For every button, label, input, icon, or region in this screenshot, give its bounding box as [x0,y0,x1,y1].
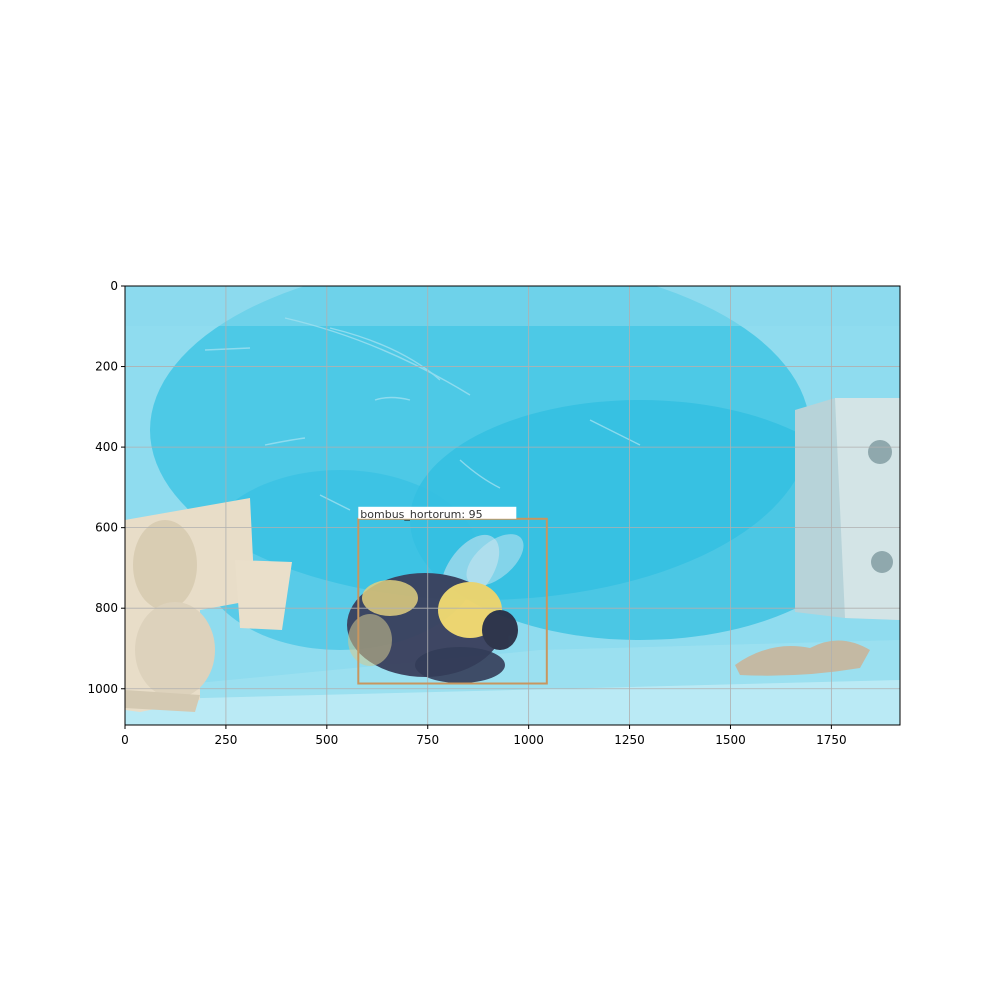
top-haze [125,286,900,326]
x-axis-ticks: 0 250 500 750 1000 1250 1500 1750 [121,725,847,747]
metal-fixture [795,398,900,620]
bee-tail [348,614,392,666]
x-tick-label: 250 [214,733,237,747]
bee-photo [125,286,900,725]
detection-label-background [358,506,517,519]
y-tick-label: 400 [95,440,118,454]
bumblebee [347,534,524,683]
scratches [204,317,641,511]
y-tick-label: 600 [95,521,118,535]
x-tick-label: 1500 [715,733,746,747]
x-tick-label: 1250 [614,733,645,747]
bee-wing [466,534,524,586]
detection-label: bombus_hortorum: 95 [360,508,482,521]
y-axis-ticks: 0 200 400 600 800 1000 [87,279,125,696]
x-tick-label: 1750 [816,733,847,747]
axes-frame [124,285,901,726]
bee-head [482,610,518,650]
blue-texture [410,400,870,640]
x-tick-label: 1000 [513,733,544,747]
y-tick-label: 800 [95,601,118,615]
bee-legs [415,647,505,683]
plant-debris [735,640,870,676]
y-tick-label: 1000 [87,682,118,696]
x-tick-label: 500 [315,733,338,747]
wooden-blocks [125,498,292,712]
detection-overlay: bombus_hortorum: 95 [357,506,548,685]
x-tick-label: 750 [416,733,439,747]
foreground-haze [125,680,900,725]
bee-stripe [362,580,418,616]
y-tick-label: 200 [95,360,118,374]
x-tick-label: 0 [121,733,129,747]
y-tick-label: 0 [110,279,118,293]
